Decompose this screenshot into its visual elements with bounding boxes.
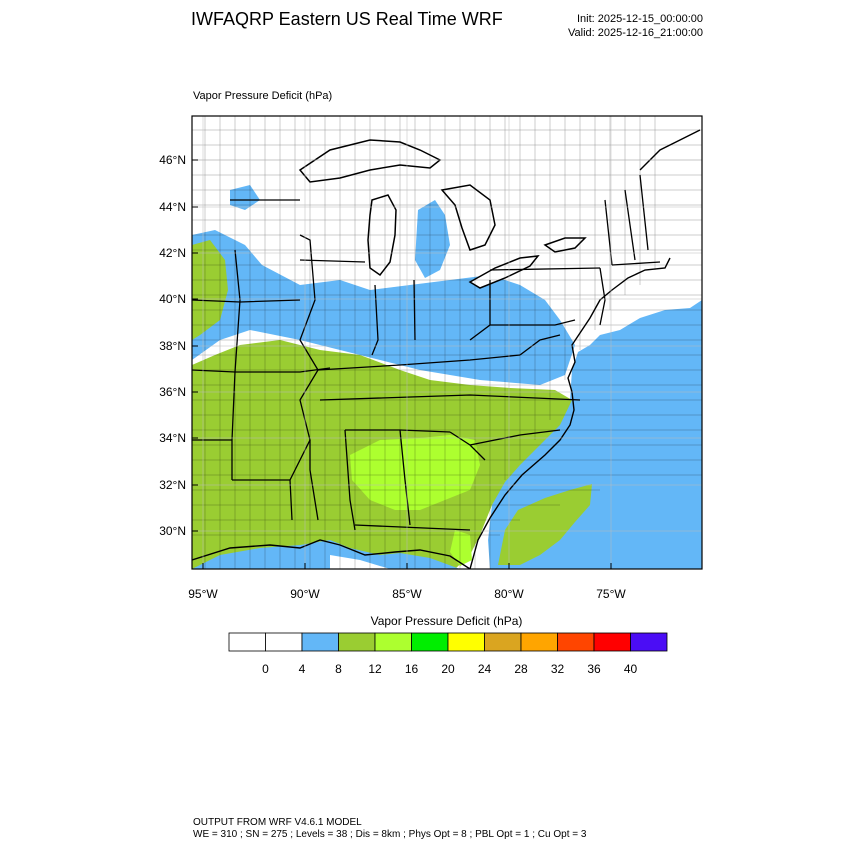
colorbar-swatch xyxy=(411,632,449,652)
lat-tick-label: 30°N xyxy=(159,524,186,538)
valid-time: Valid: 2025-12-16_21:00:00 xyxy=(568,27,703,39)
colorbar-label: 8 xyxy=(335,662,342,676)
lat-tick-label: 38°N xyxy=(159,339,186,353)
colorbar-swatch xyxy=(593,632,631,652)
lon-tick-label: 90°W xyxy=(290,587,320,601)
map-frame xyxy=(191,115,703,570)
lat-tick-label: 36°N xyxy=(159,385,186,399)
colorbar-label: 4 xyxy=(298,662,306,676)
colorbar-swatch xyxy=(301,632,339,652)
colorbar-swatch xyxy=(228,632,266,652)
init-time: Init: 2025-12-15_00:00:00 xyxy=(577,13,703,25)
state-boundaries xyxy=(192,174,661,531)
colorbar-swatch xyxy=(557,632,595,652)
colorbar-swatch xyxy=(484,632,522,652)
gulf-water xyxy=(192,540,460,569)
colorbar-swatch xyxy=(520,632,558,652)
colorbar-swatch xyxy=(630,632,668,652)
lon-tick-label: 95°W xyxy=(188,587,218,601)
colorbar-swatch xyxy=(338,632,376,652)
colorbar-label: 32 xyxy=(550,662,565,676)
colorbar xyxy=(228,632,668,652)
colorbar-label: 40 xyxy=(623,662,638,676)
colorbar-swatch xyxy=(265,632,303,652)
vpd-16-region-al xyxy=(450,530,472,566)
latitude-axis: 46°N 44°N 42°N 40°N 38°N 36°N 34°N 32°N 30°N xyxy=(159,153,198,538)
colorbar-label: 36 xyxy=(587,662,601,676)
longitude-axis: 95°W 90°W 85°W 80°W 75°W xyxy=(188,563,626,601)
map-field xyxy=(192,116,702,569)
colorbar-label: 16 xyxy=(404,662,419,676)
lat-tick-label: 40°N xyxy=(159,292,186,306)
county-boundaries xyxy=(192,116,702,569)
vpd-8-region-upper-midwest xyxy=(230,185,260,210)
gulf-white-gap xyxy=(330,555,390,569)
colorbar-label: 20 xyxy=(441,662,455,676)
plot-field-label: Vapor Pressure Deficit (hPa) xyxy=(193,90,333,102)
colorbar-label: 28 xyxy=(514,662,528,676)
lat-tick-label: 44°N xyxy=(159,200,186,214)
colorbar-title: Vapor Pressure Deficit (hPa) xyxy=(370,614,523,628)
colorbar-swatch xyxy=(374,632,412,652)
main-title: IWFAQRP Eastern US Real Time WRF xyxy=(191,9,503,29)
vpd-12-region-ocean-plume xyxy=(498,484,592,565)
lat-tick-label: 32°N xyxy=(159,478,186,492)
colorbar-label: 12 xyxy=(368,662,382,676)
colorbar-label: 0 xyxy=(262,662,269,676)
lat-tick-label: 46°N xyxy=(159,153,186,167)
colorbar-swatch xyxy=(447,632,485,652)
lat-tick-label: 34°N xyxy=(159,431,186,445)
footer-config-line: WE = 310 ; SN = 275 ; Levels = 38 ; Dis … xyxy=(193,829,587,840)
lat-tick-label: 42°N xyxy=(159,246,186,260)
footer-model-line: OUTPUT FROM WRF V4.6.1 MODEL xyxy=(193,817,362,828)
graticule xyxy=(192,116,702,569)
colorbar-label: 24 xyxy=(477,662,492,676)
lon-tick-label: 80°W xyxy=(494,587,524,601)
lon-tick-label: 85°W xyxy=(392,587,422,601)
lon-tick-label: 75°W xyxy=(596,587,626,601)
vpd-8-region-michigan xyxy=(415,200,450,278)
